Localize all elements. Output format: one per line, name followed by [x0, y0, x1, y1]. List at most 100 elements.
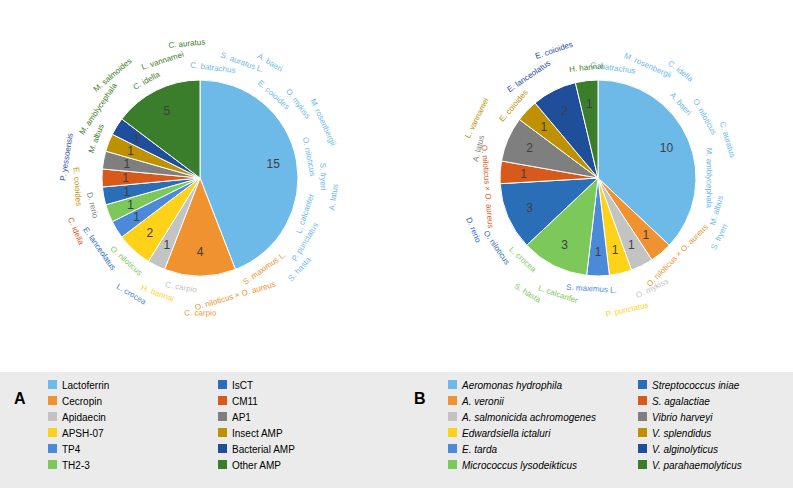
data-label: 2	[146, 226, 153, 240]
species-label: C. idella	[666, 59, 695, 84]
legend-background	[0, 372, 793, 488]
legend-label: E. tarda	[462, 444, 497, 455]
legend-label: TH2-3	[62, 460, 90, 471]
species-label: A. latus	[471, 135, 486, 163]
legend-label: AP1	[232, 412, 251, 423]
slice	[122, 80, 200, 178]
legend-label: V. parahaemolyticus	[652, 460, 742, 471]
species-label: D. rerio	[85, 191, 100, 219]
legend-label: S. agalactiae	[652, 396, 710, 407]
species-label: A. baeri	[256, 52, 284, 74]
data-label: 1	[612, 243, 619, 257]
legend-label: A. veronii	[461, 396, 504, 407]
data-label: 1	[540, 120, 547, 134]
data-label: 1	[123, 185, 130, 199]
data-label: 1	[127, 198, 134, 212]
legend-label: V. alginolyticus	[652, 444, 718, 455]
species-label: D. rerio	[464, 216, 483, 244]
slice	[575, 80, 598, 178]
data-label: 5	[163, 104, 170, 118]
legend-swatch	[448, 460, 457, 469]
legend-swatch	[638, 412, 647, 421]
legend-swatch	[218, 396, 227, 405]
species-label: O. niloticus	[482, 229, 512, 267]
legend-swatch	[48, 380, 57, 389]
legend-swatch	[638, 396, 647, 405]
species-label: E. coioides	[498, 88, 530, 124]
legend-swatch	[448, 444, 457, 453]
legend-label: Insect AMP	[232, 428, 283, 439]
species-labels: C. batrachusS. auratus L.A. baeriE. coio…	[58, 37, 340, 317]
species-label: S. hasta	[513, 282, 543, 305]
legend-swatch	[638, 460, 647, 469]
legend-swatch	[218, 428, 227, 437]
legend-label: Bacterial AMP	[232, 444, 295, 455]
legend-label: TP4	[62, 444, 81, 455]
data-label: 1	[133, 210, 140, 224]
legend-label: Lactoferrin	[62, 380, 109, 391]
panel-label: B	[414, 390, 426, 407]
data-label: 1	[127, 144, 134, 158]
species-label: O. niloticus × O. aureus	[645, 222, 710, 288]
species-label: M. albus	[708, 195, 725, 227]
species-label: E. lanceolatus	[506, 58, 553, 94]
data-label: 1	[123, 157, 130, 171]
legend-swatch	[448, 428, 457, 437]
legend-label: APSH-07	[62, 428, 104, 439]
data-label: 1	[586, 97, 593, 111]
species-label: O. niloticus × O. aureus	[480, 144, 495, 228]
legend: Aeromonas hydrophilaA. veroniiA. salmoni…	[448, 380, 742, 471]
legend-label: Other AMP	[232, 460, 281, 471]
species-label: M. rosenbergii	[308, 97, 337, 147]
legend-swatch	[48, 396, 57, 405]
legend-swatch	[448, 412, 457, 421]
species-labels: C. batrachusM. rosenbergiiC. idellaA. ba…	[463, 40, 737, 319]
species-label: C. auratus	[168, 37, 206, 50]
species-label: C. idella	[66, 216, 86, 247]
legend-swatch	[638, 380, 647, 389]
species-label: A. latus	[327, 183, 340, 211]
species-label: P. punctatus	[605, 301, 649, 319]
data-label: 1	[133, 132, 140, 146]
species-label: L. vannamei	[463, 96, 490, 139]
species-label: L. crocea	[115, 282, 148, 307]
species-label: P. yessoensis	[58, 132, 74, 181]
figure: 1541211111115C. batrachusS. auratus L.A.…	[0, 0, 793, 488]
data-label: 3	[561, 238, 568, 252]
species-label: C. batrachus	[190, 61, 236, 75]
data-labels: 1011113312121	[520, 97, 673, 259]
legend-swatch	[48, 428, 57, 437]
legend-swatch	[218, 460, 227, 469]
legend-label: Cecropin	[62, 396, 102, 407]
species-label: C. auratus	[718, 121, 737, 159]
species-label: L. vannamei	[140, 50, 184, 72]
species-label: E. coioides	[71, 167, 83, 207]
data-labels: 1541211111115	[122, 104, 280, 259]
species-label: E. lanceolatus	[81, 225, 117, 271]
species-label: M. rosenbergii	[623, 51, 673, 80]
legend-label: Edwardsiella ictaluri	[462, 428, 551, 439]
legend-label: CM11	[232, 396, 258, 407]
data-label: 1	[643, 228, 650, 242]
legend: Lactoferrin Cecropin Apidaecin APSH-07 TP4 TH…	[48, 380, 295, 471]
legend-swatch	[48, 460, 57, 469]
legend-swatch	[638, 444, 647, 453]
species-label: H. hannai	[569, 61, 604, 74]
legend-label: Aeromonas hydrophila	[461, 380, 562, 391]
species-label: M. amblycephala	[704, 148, 713, 209]
slice	[500, 178, 598, 245]
species-label: O. niloticus	[301, 136, 317, 177]
species-label: L. calcarifer	[537, 283, 579, 305]
species-label: M. salmoides	[92, 56, 134, 93]
pie-pie	[500, 80, 696, 276]
legend-swatch	[448, 396, 457, 405]
species-label: O. mykiss	[635, 277, 670, 301]
species-label: S. fryeri	[318, 163, 327, 191]
legend-label: Apidaecin	[62, 412, 106, 423]
legend-label: IsCT	[232, 380, 253, 391]
legend-label: V. splendidus	[652, 428, 711, 439]
legend-swatch	[638, 428, 647, 437]
pie-pie	[102, 80, 298, 276]
data-label: 1	[628, 238, 635, 252]
species-label: O. mykiss	[284, 87, 312, 120]
